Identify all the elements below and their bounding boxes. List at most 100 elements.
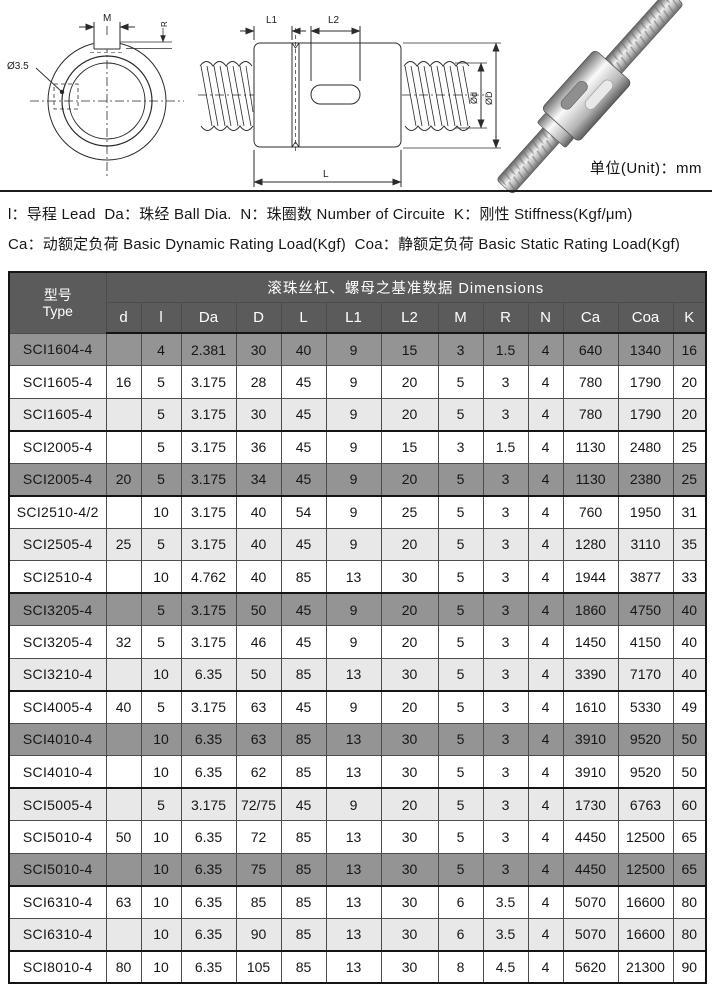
cell-da: 3.175 bbox=[180, 430, 237, 464]
cell-d bbox=[105, 657, 142, 692]
cell-coa: 12500 bbox=[617, 852, 674, 887]
cell-coa: 4750 bbox=[617, 592, 674, 626]
cell-n: 4 bbox=[527, 625, 564, 659]
cell-m: 5 bbox=[437, 657, 484, 692]
cell-m: 5 bbox=[437, 787, 484, 821]
cell-d: 105 bbox=[235, 950, 282, 984]
cell-n: 4 bbox=[527, 527, 564, 561]
cell-type: SCI3205-4 bbox=[8, 625, 107, 659]
cell-r: 3 bbox=[482, 462, 529, 497]
cell-type: SCI8010-4 bbox=[8, 950, 107, 984]
cell-coa: 3877 bbox=[617, 560, 674, 594]
table-row: SCI2505-4 25 5 3.175 40 45 9 20 5 3 4 1280 3110 35 bbox=[8, 527, 707, 561]
cell-type: SCI2005-4 bbox=[8, 462, 107, 497]
cell-coa: 1790 bbox=[617, 397, 674, 432]
cell-l: 85 bbox=[280, 657, 327, 692]
column-header-r: R bbox=[482, 301, 529, 334]
cell-type: SCI3210-4 bbox=[8, 657, 107, 692]
cell-coa: 12500 bbox=[617, 820, 674, 854]
cell-d: 50 bbox=[235, 657, 282, 692]
cell-da: 6.35 bbox=[180, 852, 237, 887]
column-header-l: l bbox=[140, 301, 182, 334]
cell-r: 3 bbox=[482, 690, 529, 724]
cell-ca: 3390 bbox=[562, 657, 619, 692]
cell-coa: 16600 bbox=[617, 917, 674, 952]
cell-d: 28 bbox=[235, 365, 282, 399]
cell-n: 4 bbox=[527, 397, 564, 432]
cell-ca: 1610 bbox=[562, 690, 619, 724]
cell-m: 5 bbox=[437, 690, 484, 724]
cell-k: 65 bbox=[672, 820, 707, 854]
cell-l: 40 bbox=[280, 332, 327, 366]
cell-m: 5 bbox=[437, 365, 484, 399]
cell-type: SCI5005-4 bbox=[8, 787, 107, 821]
cell-l1: 9 bbox=[325, 462, 382, 497]
cell-l: 10 bbox=[140, 657, 182, 692]
cell-m: 6 bbox=[437, 917, 484, 952]
cell-n: 4 bbox=[527, 755, 564, 789]
cell-n: 4 bbox=[527, 820, 564, 854]
cell-ca: 640 bbox=[562, 332, 619, 366]
cell-l2: 30 bbox=[380, 755, 439, 789]
cell-da: 6.35 bbox=[180, 917, 237, 952]
cell-ca: 1130 bbox=[562, 462, 619, 497]
cell-l2: 30 bbox=[380, 657, 439, 692]
cell-da: 2.381 bbox=[180, 332, 237, 366]
cell-da: 6.35 bbox=[180, 722, 237, 756]
cell-type: SCI4010-4 bbox=[8, 722, 107, 756]
cell-l: 45 bbox=[280, 365, 327, 399]
cell-k: 65 bbox=[672, 852, 707, 887]
cell-l: 45 bbox=[280, 397, 327, 432]
cell-d bbox=[105, 430, 142, 464]
cell-type: SCI3205-4 bbox=[8, 592, 107, 626]
cell-k: 33 bbox=[672, 560, 707, 594]
cell-l2: 20 bbox=[380, 690, 439, 724]
dimensions-table: 型号 Type 滚珠丝杠、螺母之基准数据 Dimensions d l Da D L L1… bbox=[8, 271, 707, 984]
table-row: SCI5005-4 5 3.175 72/75 45 9 20 5 3 4 1730 6763 60 bbox=[8, 787, 707, 821]
cell-m: 5 bbox=[437, 755, 484, 789]
cell-r: 3 bbox=[482, 657, 529, 692]
cell-k: 31 bbox=[672, 495, 707, 529]
cell-da: 6.35 bbox=[180, 657, 237, 692]
cell-l: 5 bbox=[140, 365, 182, 399]
dimensions-title: 滚珠丝杠、螺母之基准数据 Dimensions bbox=[105, 271, 707, 303]
cell-k: 25 bbox=[672, 430, 707, 464]
cell-d: 32 bbox=[105, 625, 142, 659]
cell-da: 3.175 bbox=[180, 787, 237, 821]
cell-n: 4 bbox=[527, 560, 564, 594]
section-view-drawing bbox=[30, 22, 184, 176]
cell-d: 34 bbox=[235, 462, 282, 497]
cell-l: 10 bbox=[140, 755, 182, 789]
cell-ca: 4450 bbox=[562, 820, 619, 854]
cell-coa: 2380 bbox=[617, 462, 674, 497]
cell-l: 5 bbox=[140, 625, 182, 659]
cell-m: 5 bbox=[437, 820, 484, 854]
cell-r: 3 bbox=[482, 560, 529, 594]
cell-k: 50 bbox=[672, 755, 707, 789]
cell-d: 62 bbox=[235, 755, 282, 789]
cell-l: 10 bbox=[140, 560, 182, 594]
cell-r: 3 bbox=[482, 527, 529, 561]
label-keyway-width: M bbox=[103, 13, 111, 24]
table-row: SCI5010-4 10 6.35 75 85 13 30 5 3 4 4450 12500 65 bbox=[8, 852, 707, 887]
column-header-ca: Ca bbox=[562, 301, 619, 334]
cell-l: 85 bbox=[280, 722, 327, 756]
cell-l1: 13 bbox=[325, 722, 382, 756]
cell-l1: 13 bbox=[325, 820, 382, 854]
label-keyway-depth: R bbox=[160, 21, 169, 27]
cell-n: 4 bbox=[527, 852, 564, 887]
cell-l: 45 bbox=[280, 787, 327, 821]
cell-m: 6 bbox=[437, 885, 484, 919]
cell-l1: 9 bbox=[325, 787, 382, 821]
cell-d: 50 bbox=[105, 820, 142, 854]
cell-r: 3 bbox=[482, 852, 529, 887]
cell-m: 3 bbox=[437, 332, 484, 366]
cell-l1: 9 bbox=[325, 332, 382, 366]
cell-l: 45 bbox=[280, 527, 327, 561]
column-header-type-en: Type bbox=[42, 302, 73, 319]
cell-l: 5 bbox=[140, 690, 182, 724]
cell-r: 3 bbox=[482, 397, 529, 432]
cell-m: 5 bbox=[437, 527, 484, 561]
cell-l: 45 bbox=[280, 430, 327, 464]
cell-k: 16 bbox=[672, 332, 707, 366]
